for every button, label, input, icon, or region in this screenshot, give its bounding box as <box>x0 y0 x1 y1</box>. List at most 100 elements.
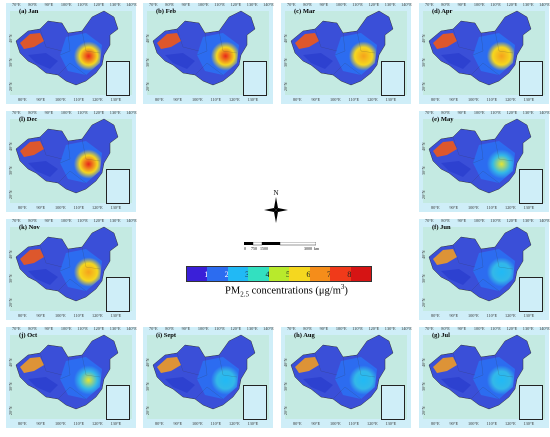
south-china-sea-inset <box>106 385 130 420</box>
top-tick: 120°E <box>230 326 242 331</box>
bottom-tick: 130°E <box>247 421 259 426</box>
bottom-tick: 100°E <box>55 421 66 426</box>
lat-tick: 30°N <box>421 382 426 392</box>
bottom-tick: 120°E <box>505 97 516 102</box>
top-tick: 70°E <box>149 326 158 331</box>
top-tick: 110°E <box>77 2 88 7</box>
bottom-tick: 80°E <box>18 97 27 102</box>
top-tick: 140°E <box>539 218 550 223</box>
south-china-sea-inset <box>106 277 130 312</box>
panel-label: (d) Apr <box>432 8 453 15</box>
bottom-tick: 90°E <box>449 97 459 102</box>
top-tick: 110°E <box>490 2 501 7</box>
top-tick: 70°E <box>425 110 434 115</box>
top-tick: 70°E <box>425 326 434 331</box>
lat-tick: 20°N <box>8 190 13 200</box>
color-bar-segment: 65 <box>289 267 315 281</box>
bottom-tick: 110°E <box>73 313 85 318</box>
top-tick: 80°E <box>28 326 37 331</box>
bottom-tick: 110°E <box>348 97 360 102</box>
top-tick: 140°E <box>539 326 550 331</box>
top-tick: 100°E <box>335 2 347 7</box>
bottom-tick: 90°E <box>449 313 459 318</box>
top-tick: 130°E <box>109 110 121 115</box>
top-tick: 140°E <box>539 110 550 115</box>
lat-tick: 40°N <box>421 34 426 44</box>
bottom-tick: 120°E <box>505 313 516 318</box>
bottom-tick: 90°E <box>173 421 183 426</box>
top-tick: 110°E <box>490 110 501 115</box>
bottom-tick: 120°E <box>229 97 240 102</box>
top-tick: 110°E <box>490 218 501 223</box>
lat-tick: 30°N <box>8 382 13 392</box>
top-tick: 110°E <box>352 2 363 7</box>
map-panel-apr: (d) Apr 70°E 80°E 90°E 100°E 110°E 120°E 130°E 1… <box>419 2 550 104</box>
bottom-tick: 80°E <box>293 97 302 102</box>
bottom-tick: 90°E <box>449 205 459 210</box>
top-tick: 100°E <box>60 110 72 115</box>
top-tick: 90°E <box>457 218 467 223</box>
panel-label: (f) Jun <box>432 224 451 231</box>
lat-tick: 40°N <box>145 34 150 44</box>
top-tick: 80°E <box>441 218 450 223</box>
bottom-tick: 110°E <box>486 205 498 210</box>
bottom-tick: 110°E <box>73 421 85 426</box>
top-tick: 90°E <box>181 2 191 7</box>
top-tick: 100°E <box>473 110 485 115</box>
top-tick: 140°E <box>263 326 274 331</box>
map-panel-aug: (h) Aug 70°E 80°E 90°E 100°E 110°E 120°E 130°E 1… <box>281 326 412 428</box>
lat-tick: 30°N <box>8 274 13 284</box>
bottom-tick: 100°E <box>192 97 203 102</box>
panel-label: (c) Mar <box>294 8 316 15</box>
bottom-tick: 110°E <box>73 97 85 102</box>
map-panel-oct: (j) Oct 70°E 80°E 90°E 100°E 110°E 120°E 130°E 1… <box>6 326 137 428</box>
top-tick: 130°E <box>109 218 121 223</box>
top-tick: 130°E <box>522 2 534 7</box>
panel-label: (e) May <box>432 116 454 123</box>
lat-tick: 40°N <box>421 142 426 152</box>
top-tick: 130°E <box>109 326 121 331</box>
top-tick: 70°E <box>287 326 296 331</box>
bottom-tick: 90°E <box>311 421 321 426</box>
top-tick: 90°E <box>44 326 54 331</box>
lat-tick: 20°N <box>8 82 13 92</box>
top-tick: 140°E <box>263 2 274 7</box>
bottom-tick: 90°E <box>36 97 46 102</box>
bottom-tick: 130°E <box>523 313 535 318</box>
top-tick: 130°E <box>522 326 534 331</box>
top-tick: 70°E <box>149 2 158 7</box>
south-china-sea-inset <box>381 385 405 420</box>
top-tick: 120°E <box>93 2 105 7</box>
top-tick: 80°E <box>28 110 37 115</box>
south-china-sea-inset <box>106 169 130 204</box>
map-panel-feb: (b) Feb 70°E 80°E 90°E 100°E 110°E 120°E 130°E 1… <box>143 2 274 104</box>
south-china-sea-inset <box>519 277 543 312</box>
color-bar-segment: 75 <box>309 267 335 281</box>
top-tick: 100°E <box>197 2 209 7</box>
lat-tick: 30°N <box>283 382 288 392</box>
bottom-tick: 80°E <box>431 313 440 318</box>
bottom-tick: 80°E <box>431 421 440 426</box>
south-china-sea-inset <box>243 61 267 96</box>
map-panel-jul: (g) Jul 70°E 80°E 90°E 100°E 110°E 120°E 130°E 1… <box>419 326 550 428</box>
lat-tick: 40°N <box>145 358 150 368</box>
top-tick: 100°E <box>473 326 485 331</box>
top-tick: 90°E <box>319 326 329 331</box>
top-tick: 90°E <box>44 218 54 223</box>
bottom-tick: 120°E <box>92 97 103 102</box>
bottom-tick: 110°E <box>486 421 498 426</box>
top-tick: 90°E <box>457 110 467 115</box>
top-tick: 80°E <box>441 326 450 331</box>
top-tick: 110°E <box>77 110 88 115</box>
color-bar-segment: 35 <box>227 267 254 281</box>
bottom-tick: 120°E <box>229 421 240 426</box>
bottom-tick: 90°E <box>36 421 46 426</box>
top-tick: 120°E <box>506 2 518 7</box>
lat-tick: 40°N <box>421 250 426 260</box>
lat-tick: 20°N <box>283 406 288 416</box>
top-tick: 120°E <box>93 218 105 223</box>
lat-tick: 30°N <box>8 166 13 176</box>
panel-label: (g) Jul <box>432 332 450 339</box>
top-tick: 70°E <box>287 2 296 7</box>
top-tick: 130°E <box>384 326 396 331</box>
